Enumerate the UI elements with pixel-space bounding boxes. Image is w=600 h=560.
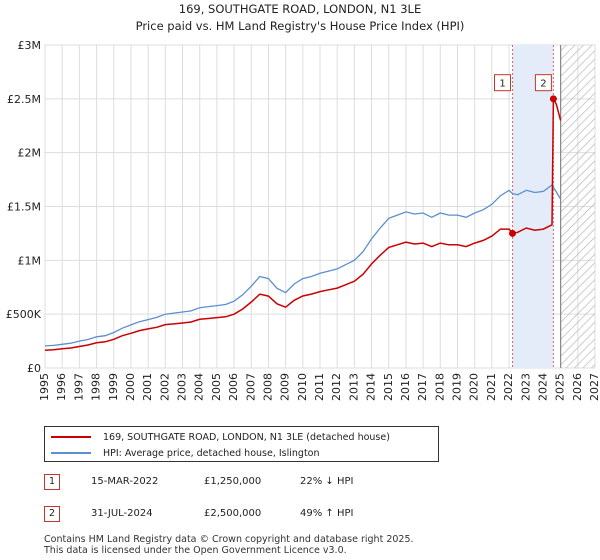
transaction-price: £1,250,000 — [204, 476, 262, 487]
transaction-date: 31-JUL-2024 — [91, 508, 153, 519]
x-tick-labels: 1995 1996 1997 1998 1999 2000 2001 2002 2003 2004… — [38, 373, 600, 401]
transaction-badge — [494, 74, 511, 92]
x-tick-label: 2008 — [261, 373, 274, 401]
x-tick-label: 2023 — [519, 373, 532, 401]
x-tick-label: 1998 — [90, 373, 103, 401]
legend-label-property: 169, SOUTHGATE ROAD, LONDON, N1 3LE (det… — [103, 431, 390, 443]
y-tick-label: £500K — [6, 308, 42, 321]
x-tick-label: 2022 — [502, 373, 515, 401]
transaction-row: 1 15-MAR-2022 £1,250,000 22% ↓ HPI — [44, 474, 564, 492]
x-tick-label: 2015 — [382, 373, 395, 401]
transaction-hpi-delta: 22% ↓ HPI — [300, 476, 354, 487]
x-tick-label: 2003 — [176, 373, 189, 401]
chart-title: 169, SOUTHGATE ROAD, LONDON, N1 3LE — [179, 2, 421, 16]
price-chart: 169, SOUTHGATE ROAD, LONDON, N1 3LE Pric… — [6, 2, 600, 401]
x-tick-label: 2013 — [347, 373, 360, 401]
transaction-row: 2 31-JUL-2024 £2,500,000 49% ↑ HPI — [44, 506, 564, 524]
x-tick-label: 2011 — [313, 373, 326, 401]
y-tick-label: £2M — [18, 147, 42, 160]
footer-line-licence: This data is licensed under the Open Gov… — [44, 545, 347, 556]
transaction-price: £2,500,000 — [204, 508, 262, 519]
x-tick-label: 2018 — [433, 373, 446, 401]
legend-swatch-hpi — [51, 452, 91, 454]
x-tick-label: 2017 — [416, 373, 429, 401]
x-tick-label: 2000 — [124, 373, 137, 401]
x-tick-label: 2012 — [330, 373, 343, 401]
x-tick-label: 2016 — [399, 373, 412, 401]
x-tick-label: 2021 — [485, 373, 498, 401]
x-tick-label: 1999 — [107, 373, 120, 401]
transaction-badge-label: 2 — [540, 79, 546, 90]
transaction-date: 15-MAR-2022 — [91, 476, 159, 487]
x-tick-label: 2027 — [588, 373, 600, 401]
x-tick-label: 2024 — [536, 373, 549, 401]
x-tick-label: 2004 — [193, 373, 206, 401]
future-hatch-area — [560, 45, 595, 368]
legend-item-hpi: HPI: Average price, detached house, Isli… — [51, 445, 320, 461]
transaction-badge — [534, 74, 552, 92]
x-tick-label: 2025 — [554, 373, 567, 401]
grid-lines — [44, 44, 596, 369]
x-tick-label: 1997 — [72, 373, 85, 401]
legend-item-property: 169, SOUTHGATE ROAD, LONDON, N1 3LE (det… — [51, 429, 390, 445]
x-tick-label: 2006 — [227, 373, 240, 401]
legend-swatch-property — [51, 436, 91, 438]
highlight-band — [512, 45, 554, 368]
transaction-point — [549, 95, 557, 103]
property-series-line — [44, 98, 562, 351]
x-tick-label: 2020 — [468, 373, 481, 401]
legend: 169, SOUTHGATE ROAD, LONDON, N1 3LE (det… — [44, 426, 439, 462]
transaction-number-badge: 2 — [44, 506, 60, 522]
x-tick-label: 2009 — [279, 373, 292, 401]
hpi-series-line — [44, 184, 562, 347]
chart-subtitle: Price paid vs. HM Land Registry's House … — [136, 19, 465, 33]
transaction-badge-label: 1 — [499, 79, 505, 90]
x-tick-label: 2019 — [451, 373, 464, 401]
y-tick-label: £0 — [27, 362, 41, 375]
y-tick-labels: £0 £500K £1M £1.5M £2M £2.5M £3M — [6, 39, 42, 375]
x-tick-label: 2005 — [210, 373, 223, 401]
legend-label-hpi: HPI: Average price, detached house, Isli… — [103, 447, 320, 459]
transaction-hpi-delta: 49% ↑ HPI — [300, 508, 354, 519]
x-tick-label: 1995 — [38, 373, 51, 401]
x-tick-label: 2026 — [571, 373, 584, 401]
y-tick-label: £3M — [18, 39, 42, 52]
footer-line-copyright: Contains HM Land Registry data © Crown c… — [44, 534, 414, 545]
y-tick-label: £2.5M — [7, 93, 41, 106]
transaction-number-badge: 1 — [44, 474, 60, 490]
y-tick-label: £1.5M — [7, 201, 41, 214]
transaction-point — [509, 229, 516, 237]
footer-attribution: Contains HM Land Registry data © Crown c… — [44, 534, 414, 556]
x-tick-label: 2001 — [141, 373, 154, 401]
y-tick-label: £1M — [18, 254, 42, 267]
x-tick-label: 2002 — [158, 373, 171, 401]
x-tick-label: 2007 — [244, 373, 257, 401]
x-tick-label: 1996 — [55, 373, 68, 401]
x-tick-label: 2014 — [365, 373, 378, 401]
x-tick-label: 2010 — [296, 373, 309, 401]
